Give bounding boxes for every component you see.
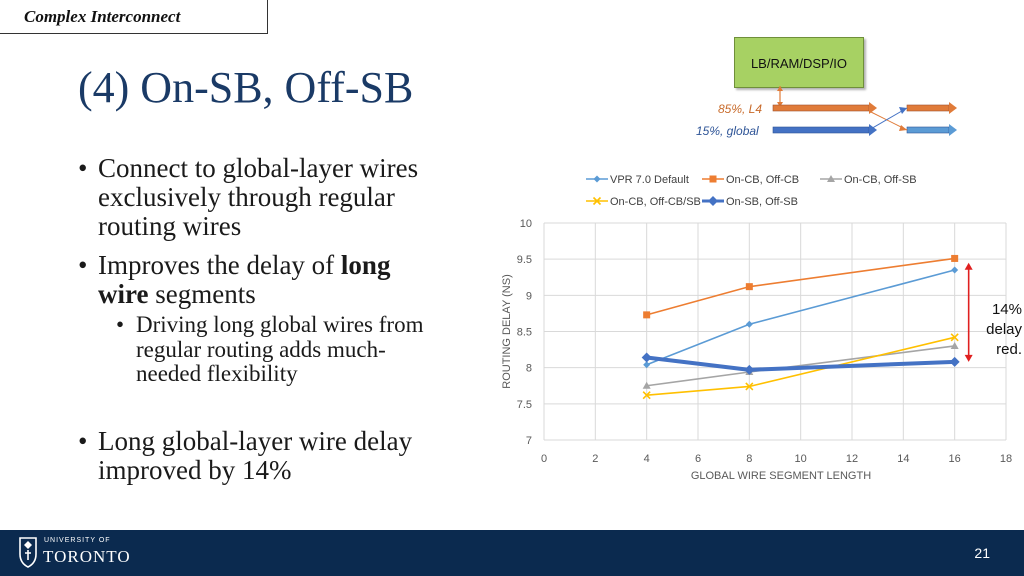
x-tick-label: 18 <box>1000 453 1012 465</box>
wire-label-l4: 85%, L4 <box>718 102 763 116</box>
legend-label: On-SB, Off-SB <box>726 196 798 208</box>
y-tick-label: 8.5 <box>517 327 532 339</box>
page-title: (4) On-SB, Off-SB <box>78 63 414 112</box>
wire-l4-segment-2 <box>906 104 950 112</box>
bullet-bold-text: wire <box>98 279 149 309</box>
x-tick-label: 8 <box>746 453 752 465</box>
bullet-dot: • <box>78 425 88 456</box>
x-axis-title: GLOBAL WIRE SEGMENT LENGTH <box>691 470 871 482</box>
arrow-head-icon <box>949 124 957 136</box>
y-tick-label: 9 <box>526 290 532 302</box>
arrow-head-up-icon <box>964 262 973 270</box>
bullet-line: Driving long global wires from <box>136 312 424 337</box>
x-tick-label: 10 <box>795 453 807 465</box>
bullet-dot: • <box>116 312 125 337</box>
wire-global-segment-2 <box>906 126 950 134</box>
routing-delay-chart: 0 2 4 6 8 10 12 14 16 18 7 7.5 8 8.5 9 9.5 10 GLOBAL WIRE… <box>501 174 1012 482</box>
arrow-head-icon <box>869 124 877 136</box>
data-point <box>642 381 651 389</box>
y-tick-label: 10 <box>520 218 532 230</box>
data-point <box>745 382 754 391</box>
legend-label: VPR 7.0 Default <box>610 174 689 186</box>
y-tick-label: 8 <box>526 363 532 375</box>
y-axis-title: ROUTING DELAY (NS) <box>501 274 513 389</box>
university-label-big: TORONTO <box>43 547 131 566</box>
y-tick-label: 7 <box>526 435 532 447</box>
arrow-head-icon <box>949 102 957 114</box>
bullet-line: improved by 14% <box>98 454 292 485</box>
bullet-bold-text: long <box>340 250 391 280</box>
legend-label: On-CB, Off-SB <box>844 174 917 186</box>
bullet-line: wire segments <box>98 280 498 309</box>
data-point <box>951 266 959 274</box>
bullet-line: exclusively through regular <box>98 182 395 212</box>
wire-label-global: 15%, global <box>696 124 759 138</box>
bullet-line: Long global-layer wire delay <box>98 425 413 456</box>
data-point <box>949 356 960 367</box>
data-point <box>744 364 755 375</box>
page-number: 21 <box>974 545 990 561</box>
data-point <box>745 320 753 328</box>
data-point <box>593 175 601 183</box>
bullet-long-wire-delay: • Improves the delay of long wire segmen… <box>78 251 498 309</box>
arrow-head-icon <box>899 107 907 114</box>
sub-bullet-flexibility: • Driving long global wires from regular… <box>78 312 498 387</box>
x-tick-label: 0 <box>541 453 547 465</box>
bullet-line: Connect to global-layer wires <box>98 153 419 183</box>
note-line: delay <box>986 321 1022 338</box>
data-point <box>709 175 717 183</box>
bullet-line: Improves the delay of long <box>98 251 498 280</box>
arrow-head-down-icon <box>964 354 973 362</box>
legend-label: On-CB, Off-CB/SB <box>610 196 701 208</box>
arrow-head-icon <box>899 125 907 131</box>
bullet-list: • Connect to global-layer wires exclusiv… <box>78 154 498 485</box>
footer-bar: UNIVERSITY OF TORONTO 21 <box>0 530 1024 576</box>
data-point <box>951 254 959 262</box>
arrow-head-down-icon <box>777 102 783 107</box>
data-point <box>642 391 651 400</box>
cross-connection-blue <box>868 107 908 131</box>
legend-label: On-CB, Off-CB <box>726 174 799 186</box>
data-point <box>950 333 959 342</box>
x-tick-label: 4 <box>644 453 650 465</box>
data-point <box>708 196 718 206</box>
x-tick-label: 16 <box>949 453 961 465</box>
bullet-dot: • <box>78 153 88 183</box>
bullet-line: routing wires <box>98 211 242 241</box>
data-point <box>950 341 959 349</box>
bullet-text: Improves the delay of <box>98 250 341 280</box>
data-point <box>643 361 651 369</box>
bullet-line: needed flexibility <box>136 361 298 386</box>
bullet-global-wires: • Connect to global-layer wires exclusiv… <box>78 154 498 241</box>
university-crest-icon <box>19 537 37 568</box>
section-tag: Complex Interconnect <box>0 0 268 34</box>
x-tick-label: 12 <box>846 453 858 465</box>
wire-diagram <box>772 86 957 136</box>
wire-global-segment-1 <box>772 126 870 134</box>
note-line: red. <box>996 341 1022 358</box>
bullet-delay-improved: • Long global-layer wire delay improved … <box>78 425 498 485</box>
note-line: 14% <box>991 301 1022 318</box>
bullet-dot: • <box>78 250 88 280</box>
delay-reduction-note: 14% delay red. <box>962 300 1022 360</box>
x-tick-label: 2 <box>592 453 598 465</box>
arrow-head-up-icon <box>777 86 783 91</box>
data-point <box>745 283 753 291</box>
data-point <box>643 311 651 319</box>
y-tick-label: 9.5 <box>517 254 532 266</box>
y-tick-label: 7.5 <box>517 399 532 411</box>
bullet-text: segments <box>148 279 256 309</box>
data-point <box>592 196 602 206</box>
arrow-head-icon <box>869 102 877 114</box>
x-tick-label: 6 <box>695 453 701 465</box>
wire-l4-segment-1 <box>772 104 870 112</box>
data-point <box>827 175 835 182</box>
data-point <box>641 352 652 363</box>
block-lb-ram-dsp-io: LB/RAM/DSP/IO <box>734 37 864 88</box>
x-tick-label: 14 <box>897 453 909 465</box>
bullet-line: regular routing adds much- <box>136 336 386 362</box>
university-label-small: UNIVERSITY OF <box>44 537 111 544</box>
